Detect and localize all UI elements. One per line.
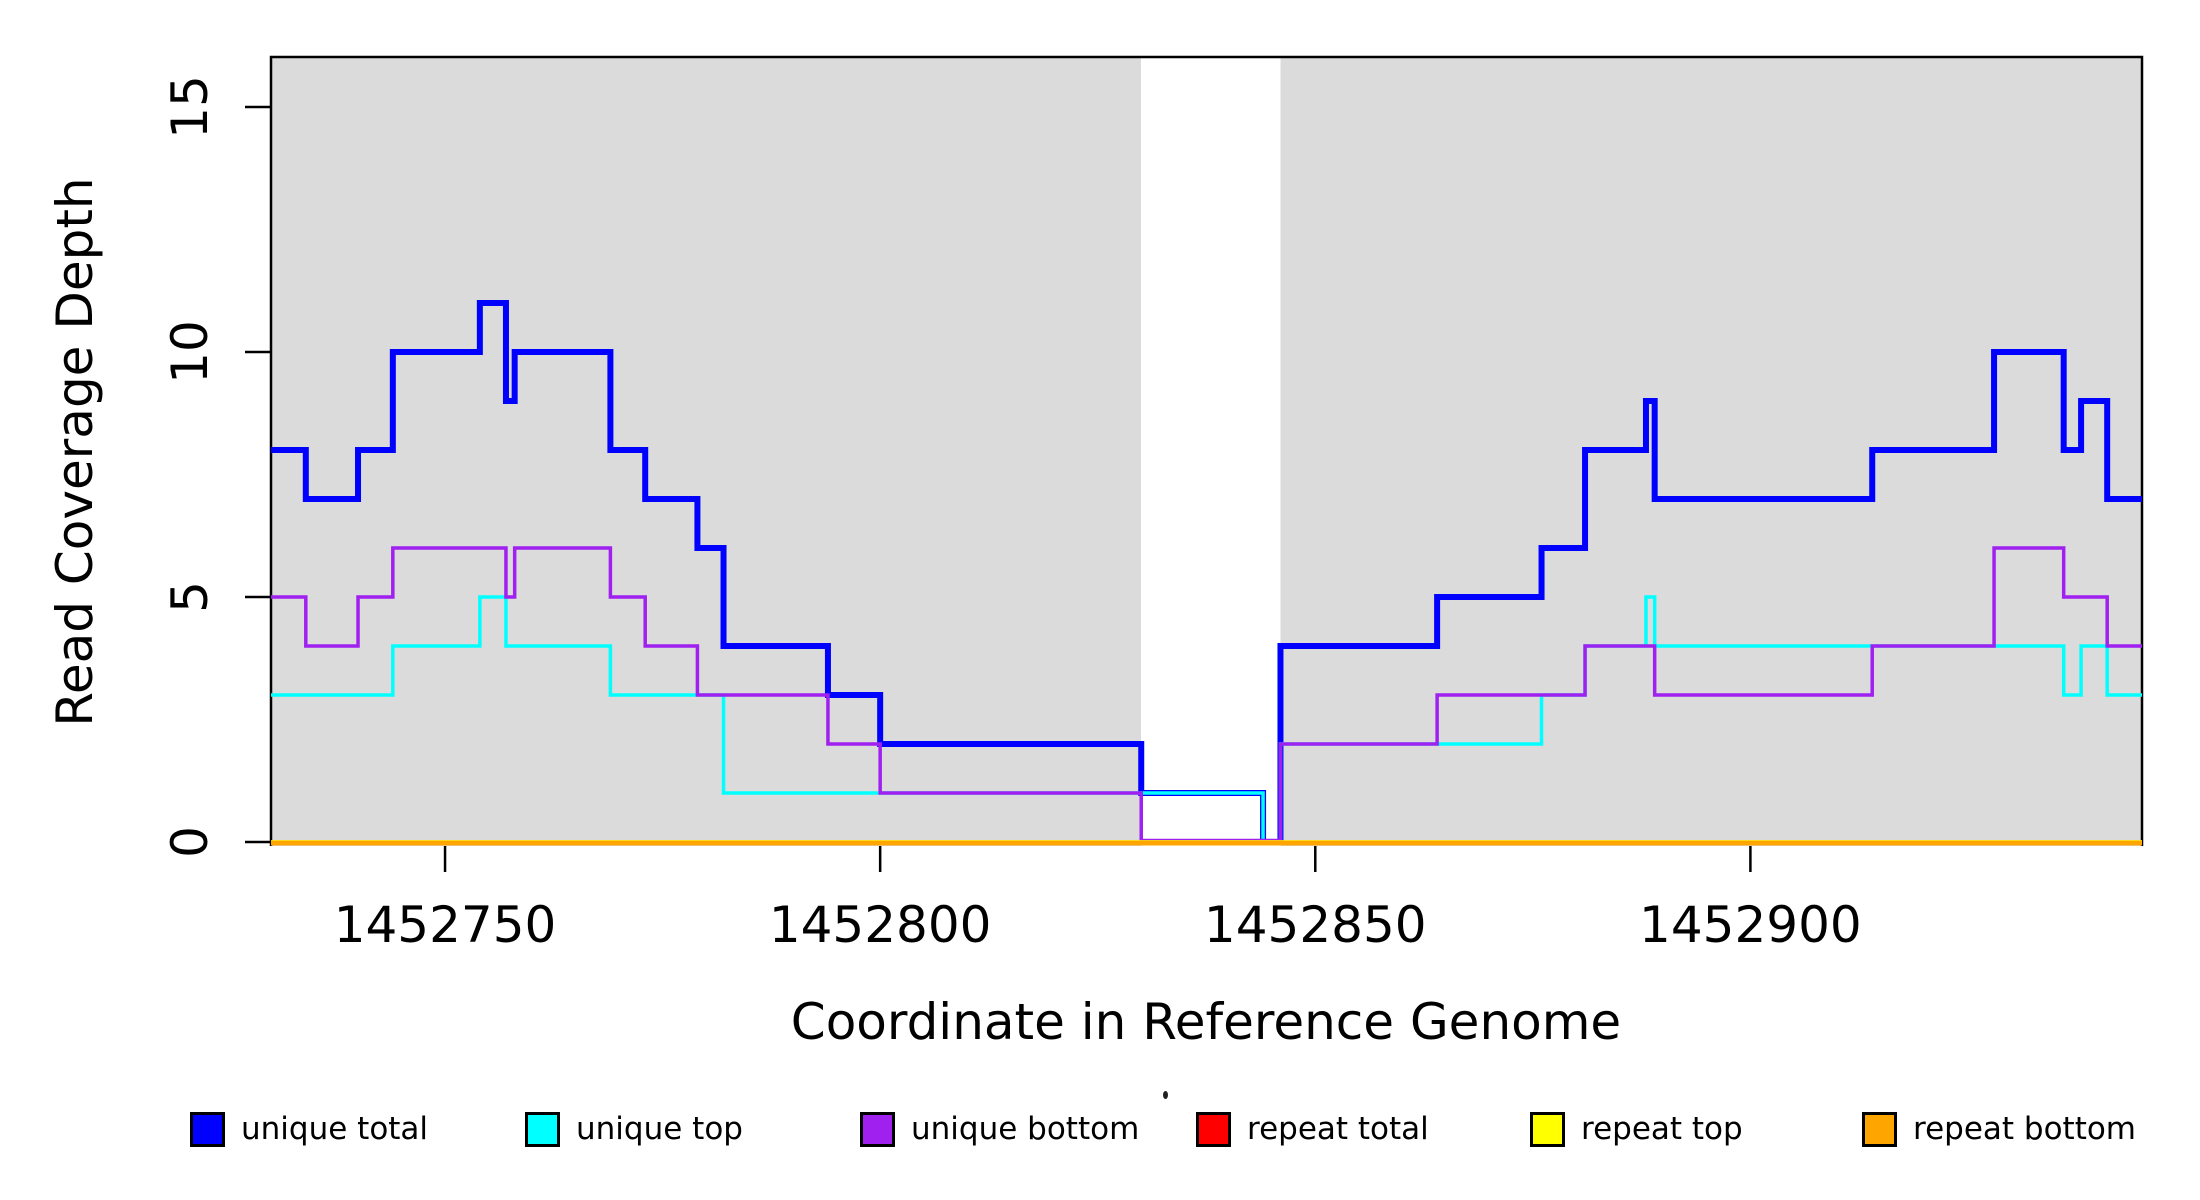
legend-label: unique top bbox=[576, 1111, 743, 1147]
legend-item-unique-bottom: unique bottom bbox=[860, 1111, 1140, 1147]
legend-label: unique bottom bbox=[911, 1111, 1140, 1147]
x-tick-label: 1452750 bbox=[333, 896, 557, 954]
x-tick-label: 1452800 bbox=[768, 896, 992, 954]
legend-swatch-icon bbox=[190, 1111, 225, 1147]
stray-dot bbox=[1163, 1091, 1168, 1099]
legend-label: repeat top bbox=[1581, 1111, 1743, 1147]
legend-label: repeat bottom bbox=[1913, 1111, 2137, 1147]
series-unique-bottom bbox=[271, 546, 2142, 843]
legend-label: repeat total bbox=[1247, 1111, 1429, 1147]
legend-swatch-icon bbox=[525, 1111, 560, 1147]
legend-item-unique-top: unique top bbox=[525, 1111, 743, 1147]
legend-swatch-icon bbox=[860, 1111, 895, 1147]
legend-item-unique-total: unique total bbox=[190, 1111, 429, 1147]
x-tick-label: 1452900 bbox=[1639, 896, 1862, 954]
y-tick-label: 15 bbox=[161, 75, 219, 139]
x-axis-title: Coordinate in Reference Genome bbox=[790, 993, 1622, 1051]
x-tick-label: 1452850 bbox=[1203, 896, 1427, 954]
legend-swatch-icon bbox=[1196, 1111, 1231, 1147]
legend-swatch-icon bbox=[1862, 1111, 1897, 1147]
legend-label: unique total bbox=[241, 1111, 429, 1147]
legend-item-repeat-bottom: repeat bottom bbox=[1862, 1111, 2137, 1147]
legend-swatch-icon bbox=[1530, 1111, 1565, 1147]
y-tick-label: 5 bbox=[161, 581, 219, 613]
y-tick-label: 0 bbox=[161, 826, 219, 858]
shaded-region bbox=[271, 57, 1142, 846]
shaded-region bbox=[1280, 57, 2142, 846]
series-unique-total bbox=[271, 300, 2142, 845]
y-tick-label: 10 bbox=[161, 320, 219, 384]
legend-item-repeat-top: repeat top bbox=[1530, 1111, 1743, 1147]
y-axis-title: Read Coverage Depth bbox=[46, 177, 104, 727]
legend-item-repeat-total: repeat total bbox=[1196, 1111, 1429, 1147]
